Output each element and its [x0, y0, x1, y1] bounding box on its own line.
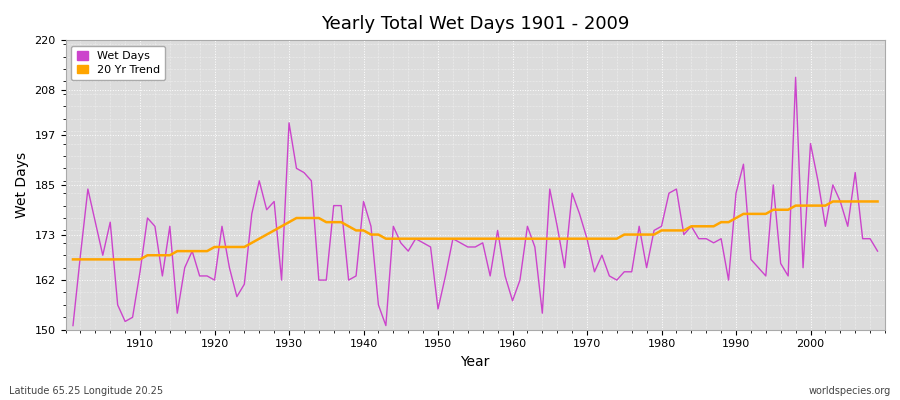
X-axis label: Year: Year	[461, 355, 490, 369]
Text: Latitude 65.25 Longitude 20.25: Latitude 65.25 Longitude 20.25	[9, 386, 163, 396]
Y-axis label: Wet Days: Wet Days	[15, 152, 29, 218]
Legend: Wet Days, 20 Yr Trend: Wet Days, 20 Yr Trend	[71, 46, 166, 80]
Text: worldspecies.org: worldspecies.org	[809, 386, 891, 396]
Title: Yearly Total Wet Days 1901 - 2009: Yearly Total Wet Days 1901 - 2009	[321, 15, 629, 33]
